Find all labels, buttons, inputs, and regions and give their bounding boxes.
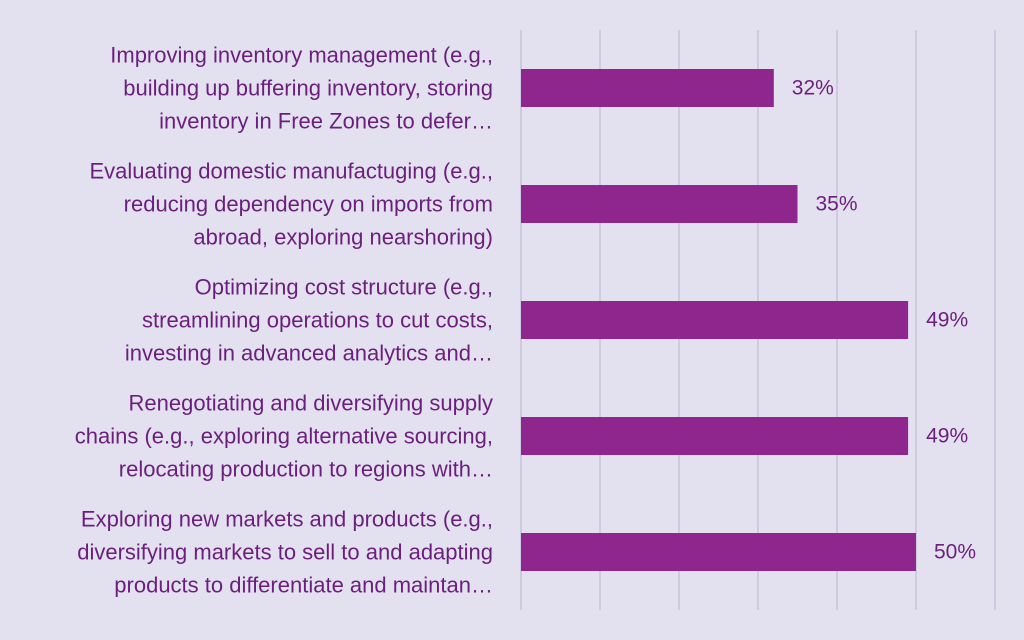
bar [521,533,916,571]
data-label: 49% [926,309,968,332]
category-label-line: products to differentiate and maintan… [114,573,493,598]
category-label: Exploring new markets and products (e.g.… [77,507,493,598]
category-label-line: chains (e.g., exploring alternative sour… [75,424,493,449]
category-label-line: relocating production to regions with… [119,457,493,482]
bar [521,185,798,223]
category-label: Optimizing cost structure (e.g., streamli… [125,275,493,366]
data-label: 50% [934,541,976,564]
category-label-line: streamlining operations to cut costs, [142,308,493,333]
bar [521,417,909,455]
bars [521,69,916,571]
category-label-line: building up buffering inventory, storing [123,76,493,101]
data-label: 35% [816,193,858,216]
category-label-line: abroad, exploring nearshoring) [193,225,493,250]
category-label-line: Exploring new markets and products (e.g.… [81,507,493,532]
category-label: Evaluating domestic manufactuging (e.g.,… [89,159,493,250]
category-label-line: inventory in Free Zones to defer… [159,109,493,134]
category-label: Renegotiating and diversifying supply cha… [75,391,493,482]
category-label-line: diversifying markets to sell to and adap… [77,540,493,565]
category-label-line: Renegotiating and diversifying supply [129,391,493,416]
category-label-line: reducing dependency on imports from [124,192,493,217]
category-label-line: Improving inventory management (e.g., [110,43,493,68]
category-label: Improving inventory management (e.g., bui… [110,43,493,134]
bar [521,69,774,107]
category-label-line: Evaluating domestic manufactuging (e.g., [89,159,493,184]
data-label: 49% [926,425,968,448]
value-labels: 32% 35% 49% 49% 50% [792,77,976,564]
bar [521,301,909,339]
data-label: 32% [792,77,834,100]
category-label-line: investing in advanced analytics and… [125,341,493,366]
category-labels: Improving inventory management (e.g., bui… [75,43,493,598]
category-label-line: Optimizing cost structure (e.g., [195,275,493,300]
